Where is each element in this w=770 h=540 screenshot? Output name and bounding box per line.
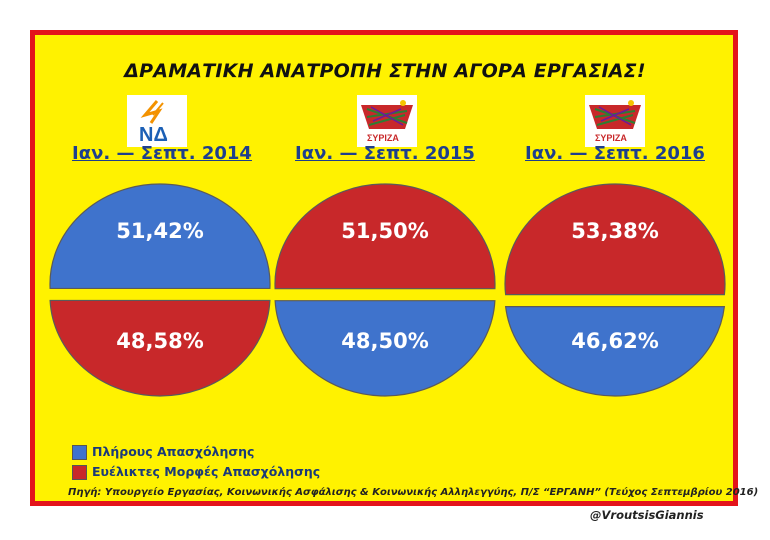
syriza-logo-text: ΣΥΡΙΖΑ: [595, 133, 627, 143]
pie-1-slice-bottom: [274, 300, 496, 397]
legend-swatch-flexible: [72, 465, 87, 480]
pie-2-label-top: 53,38%: [571, 219, 658, 243]
legend-label-full: Πλήρους Απασχόλησης: [92, 444, 255, 459]
nd-logo-text: ΝΔ: [139, 124, 168, 146]
syriza-party-logo-icon: ΣΥΡΙΖΑ: [357, 95, 417, 147]
author-handle: @VroutsisGiannis: [590, 508, 704, 522]
chart-title: ΔΡΑΜΑΤΙΚΗ ΑΝΑΤΡΟΠΗ ΣΤΗΝ ΑΓΟΡΑ ΕΡΓΑΣΙΑΣ!: [124, 60, 646, 82]
source-note: Πηγή: Υπουργείο Εργασίας, Κοινωνικής Ασφ…: [68, 487, 759, 498]
pie-0-slice-top: [49, 183, 271, 290]
syriza-party-logo-icon: ΣΥΡΙΖΑ: [585, 95, 645, 147]
pie-0-label-top: 51,42%: [116, 219, 203, 243]
pie-1-label-top: 51,50%: [341, 219, 428, 243]
pie-title-2014: Ιαν. — Σεπτ. 2014: [72, 143, 252, 164]
pie-title-2015: Ιαν. — Σεπτ. 2015: [295, 143, 475, 164]
syriza-logo-text: ΣΥΡΙΖΑ: [367, 133, 399, 143]
pie-2-slice-top: [504, 183, 726, 296]
pie-2-label-bottom: 46,62%: [571, 329, 658, 353]
nd-party-logo-icon: ΝΔ: [127, 95, 187, 147]
pie-title-2016: Ιαν. — Σεπτ. 2016: [525, 143, 705, 164]
pie-1-slice-top: [274, 183, 496, 290]
pie-2-slice-bottom: [504, 305, 726, 397]
pie-1-label-bottom: 48,50%: [341, 329, 428, 353]
legend-label-flexible: Ευέλικτες Μορφές Απασχόλησης: [92, 464, 321, 479]
legend-swatch-full: [72, 445, 87, 460]
pie-0-slice-bottom: [49, 299, 271, 397]
pie-0-label-bottom: 48,58%: [116, 329, 203, 353]
